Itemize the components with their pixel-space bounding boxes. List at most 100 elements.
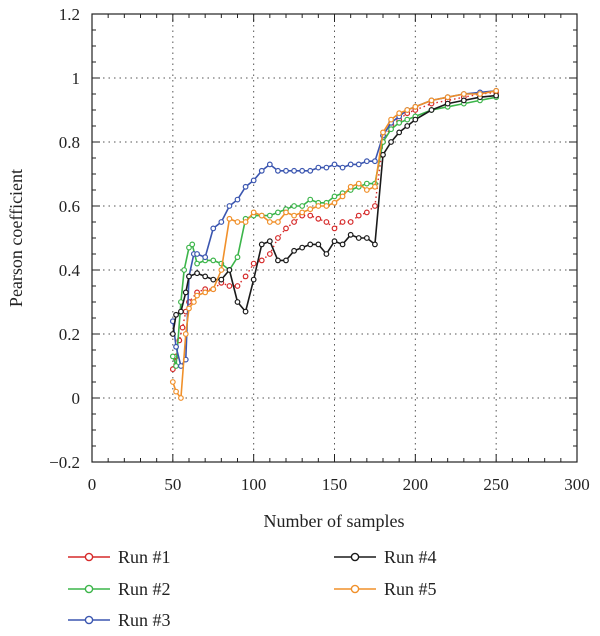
data-point: [347, 183, 354, 190]
y-tick-label: 0.4: [59, 261, 81, 280]
data-point: [307, 196, 314, 203]
data-point: [388, 139, 394, 145]
legend-marker: [350, 552, 360, 562]
data-point: [404, 123, 411, 129]
series-line: [172, 90, 497, 399]
data-point: [210, 257, 217, 264]
legend-item: Run #4: [334, 547, 437, 567]
data-point: [372, 183, 378, 190]
data-point: [178, 308, 184, 315]
data-point: [291, 167, 297, 174]
data-point: [173, 343, 179, 350]
data-point: [339, 193, 346, 200]
data-point: [258, 167, 265, 174]
data-point: [169, 366, 176, 373]
data-point: [202, 289, 209, 296]
data-point: [202, 254, 209, 261]
data-point: [315, 215, 322, 222]
data-point: [186, 305, 192, 312]
data-point: [323, 164, 330, 171]
data-point: [291, 219, 297, 225]
data-point: [258, 212, 265, 219]
y-tick-label: 0: [72, 389, 81, 408]
x-tick-label: 0: [88, 475, 97, 494]
data-point: [299, 203, 306, 209]
data-point: [396, 110, 403, 117]
legend-label: Run #1: [118, 547, 171, 567]
data-point: [218, 276, 225, 283]
data-point: [460, 97, 467, 104]
data-point: [339, 241, 346, 248]
data-point: [194, 270, 200, 277]
legend-marker: [84, 552, 94, 562]
data-point: [181, 267, 188, 273]
data-point: [226, 203, 233, 209]
data-point: [307, 167, 314, 174]
data-point: [331, 225, 338, 232]
data-point: [210, 286, 217, 293]
data-point: [234, 299, 241, 305]
data-point: [355, 161, 362, 168]
data-point: [428, 97, 435, 104]
data-point: [226, 267, 233, 273]
data-point: [218, 219, 225, 225]
data-point: [283, 209, 289, 216]
data-point: [339, 164, 346, 171]
data-point: [242, 308, 249, 315]
data-point: [323, 203, 330, 209]
data-point: [169, 379, 176, 385]
data-point: [234, 219, 241, 225]
data-point: [355, 235, 362, 241]
data-point: [412, 116, 419, 123]
y-tick-label: 0.2: [59, 325, 80, 344]
data-point: [266, 212, 273, 219]
data-point: [194, 260, 200, 267]
data-point: [218, 267, 225, 273]
legend-item: Run #3: [68, 610, 171, 630]
legend-label: Run #4: [384, 547, 437, 567]
data-point: [444, 100, 451, 107]
data-point: [347, 231, 354, 238]
data-point: [444, 94, 451, 101]
series-line: [172, 91, 497, 370]
data-point: [380, 151, 386, 158]
legend-item: Run #2: [68, 579, 171, 599]
data-point: [460, 91, 467, 97]
data-point: [189, 241, 196, 248]
data-point: [234, 254, 241, 261]
data-point: [307, 241, 314, 248]
data-point: [372, 158, 378, 165]
data-point: [275, 167, 281, 174]
legend-label: Run #5: [384, 579, 437, 599]
data-point: [396, 129, 403, 136]
y-tick-label: 0.8: [59, 133, 80, 152]
data-point: [169, 331, 176, 337]
data-point: [210, 225, 217, 232]
data-point: [258, 257, 265, 264]
axis-ticks: [91, 13, 578, 463]
data-point: [283, 225, 289, 232]
legend-label: Run #2: [118, 579, 171, 599]
data-point: [493, 87, 500, 94]
data-point: [242, 273, 249, 280]
data-point: [315, 241, 322, 248]
series-line: [172, 94, 497, 335]
series-1: [169, 89, 500, 373]
data-point: [250, 177, 257, 184]
data-point: [404, 107, 411, 113]
y-tick-label: 1: [72, 69, 81, 88]
data-point: [412, 103, 419, 110]
grid-lines: [92, 14, 577, 462]
data-point: [194, 292, 200, 299]
data-point: [331, 193, 338, 200]
x-tick-label: 150: [322, 475, 348, 494]
data-point: [226, 283, 233, 289]
data-point: [250, 276, 257, 283]
x-tick-label: 250: [483, 475, 509, 494]
data-point: [388, 116, 394, 123]
data-point: [380, 129, 386, 136]
data-point: [299, 209, 306, 216]
x-axis-title: Number of samples: [264, 511, 405, 531]
legend-item: Run #1: [68, 547, 171, 567]
